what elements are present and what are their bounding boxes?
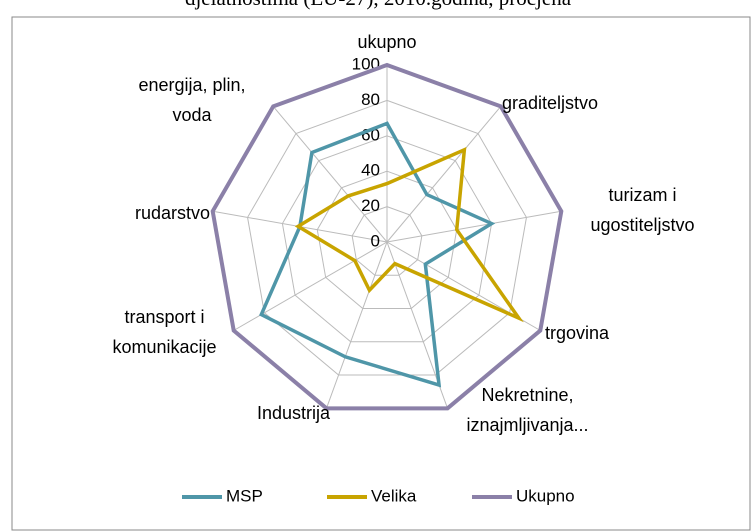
category-label: Nekretnine, iznajmljivanja... — [466, 385, 589, 435]
category-label: ukupno — [357, 32, 417, 52]
series-line — [210, 62, 564, 411]
grid-ring — [281, 135, 493, 343]
spoke — [325, 241, 388, 409]
category-label: trgovina — [545, 323, 610, 343]
category-label: turizam i ugostiteljstvo — [590, 185, 695, 235]
spoke — [386, 106, 502, 243]
legend-label: MSP — [226, 486, 263, 505]
r-tick-label: 40 — [361, 161, 380, 180]
category-label: transport i komunikacije — [112, 307, 217, 357]
spoke — [272, 106, 388, 243]
chart-title: djelatnostima (EU-27), 2010.godina, proc… — [0, 0, 756, 11]
category-label: rudarstvo — [134, 203, 210, 223]
spoke — [233, 241, 388, 331]
legend-label: Velika — [371, 486, 417, 505]
grid-ring — [351, 206, 423, 276]
category-label: Industrija — [256, 403, 330, 423]
grid-ring — [247, 99, 527, 376]
category-label: energija, plin, voda — [138, 75, 246, 125]
series-line — [294, 147, 524, 323]
legend-label: Ukupno — [516, 486, 575, 505]
category-label: graditeljstvo — [502, 93, 599, 113]
r-tick-label: 0 — [371, 231, 380, 250]
r-tick-label: 20 — [361, 196, 380, 215]
spoke — [386, 210, 562, 243]
r-tick-label: 80 — [361, 90, 380, 109]
